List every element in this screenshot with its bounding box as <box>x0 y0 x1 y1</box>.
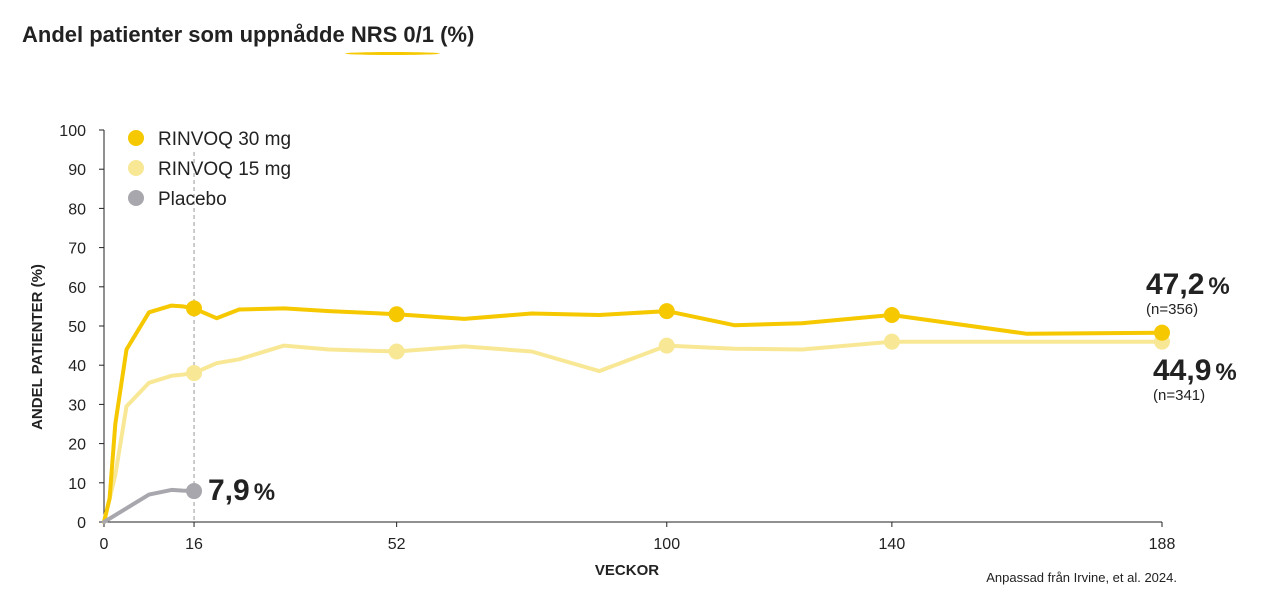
end-labels: 47,2 %(n=356)44,9 %(n=341)7,9% <box>208 268 1237 507</box>
data-point-rinvoq-15-mg <box>658 337 675 354</box>
axes: 0 10 20 30 40 50 60 70 80 90 100 0 16 52 100 140 188 <box>59 123 1175 553</box>
data-point-rinvoq-30-mg <box>186 300 203 317</box>
data-point-rinvoq-30-mg <box>1154 324 1170 341</box>
x-tick-label: 16 <box>185 536 203 553</box>
title-suffix: (%) <box>440 22 475 47</box>
y-axis-title: ANDEL PATIENTER (%) <box>29 264 46 430</box>
end-value-unit: % <box>1215 359 1236 386</box>
y-tick-label: 90 <box>68 162 86 179</box>
series-markers <box>186 300 1170 500</box>
x-tick-label: 188 <box>1149 536 1176 553</box>
data-point-rinvoq-15-mg <box>186 365 203 382</box>
data-point-rinvoq-30-mg <box>883 307 900 324</box>
title-highlight: NRS 0/1 <box>350 22 434 47</box>
end-value-number: 44,9 <box>1153 354 1211 387</box>
legend-label-placebo: Placebo <box>158 189 227 210</box>
data-point-rinvoq-15-mg <box>388 343 405 360</box>
y-tick-label: 80 <box>68 201 86 218</box>
y-tick-label: 50 <box>68 319 86 336</box>
y-tick-label: 60 <box>68 280 86 297</box>
end-value-placebo: 7,9% <box>208 474 275 507</box>
end-value-unit: % <box>1208 273 1229 300</box>
legend-marker-placebo <box>128 190 144 206</box>
x-axis-title: VECKOR <box>595 562 659 579</box>
x-tick-label: 0 <box>100 536 109 553</box>
y-tick-label: 30 <box>68 397 86 414</box>
data-point-placebo <box>186 483 203 500</box>
data-point-rinvoq-30-mg <box>388 306 405 323</box>
source-note: Anpassad från Irvine, et al. 2024. <box>986 570 1177 585</box>
end-n-rinvoq-30-mg: (n=356) <box>1146 301 1198 318</box>
title-prefix: Andel patienter som uppnådde <box>22 22 345 47</box>
series-line-placebo <box>102 487 196 524</box>
chart-title: Andel patienter som uppnådde NRS 0/1 (%) <box>22 22 474 48</box>
series-lines <box>102 303 1164 524</box>
data-point-rinvoq-15-mg <box>883 333 900 350</box>
end-value-number: 7,9 <box>208 474 250 507</box>
legend: RINVOQ 30 mg RINVOQ 15 mg Placebo <box>128 129 291 210</box>
y-tick-label: 10 <box>68 476 86 493</box>
x-tick-label: 52 <box>388 536 406 553</box>
legend-label-rinvoq-15-mg: RINVOQ 15 mg <box>158 159 291 180</box>
y-tick-label: 70 <box>68 241 86 258</box>
y-tick-label: 20 <box>68 437 86 454</box>
legend-marker-rinvoq-15-mg <box>128 160 144 176</box>
y-tick-label: 40 <box>68 358 86 375</box>
legend-label-rinvoq-30-mg: RINVOQ 30 mg <box>158 129 291 150</box>
end-value-rinvoq-15-mg: 44,9% <box>1153 354 1237 387</box>
x-tick-label: 140 <box>879 536 906 553</box>
series-line-rinvoq-15-mg <box>102 339 1164 524</box>
end-value-number: 47,2 <box>1146 268 1204 301</box>
x-tick-label: 100 <box>653 536 680 553</box>
legend-marker-rinvoq-30-mg <box>128 130 144 146</box>
end-value-unit: % <box>254 479 275 506</box>
end-value-rinvoq-30-mg: 47,2% <box>1146 268 1230 301</box>
y-tick-label: 100 <box>59 123 86 140</box>
data-point-rinvoq-30-mg <box>658 303 675 320</box>
end-n-rinvoq-15-mg: (n=341) <box>1153 387 1205 404</box>
series-line-rinvoq-30-mg <box>102 303 1164 524</box>
y-tick-label: 0 <box>77 515 86 532</box>
